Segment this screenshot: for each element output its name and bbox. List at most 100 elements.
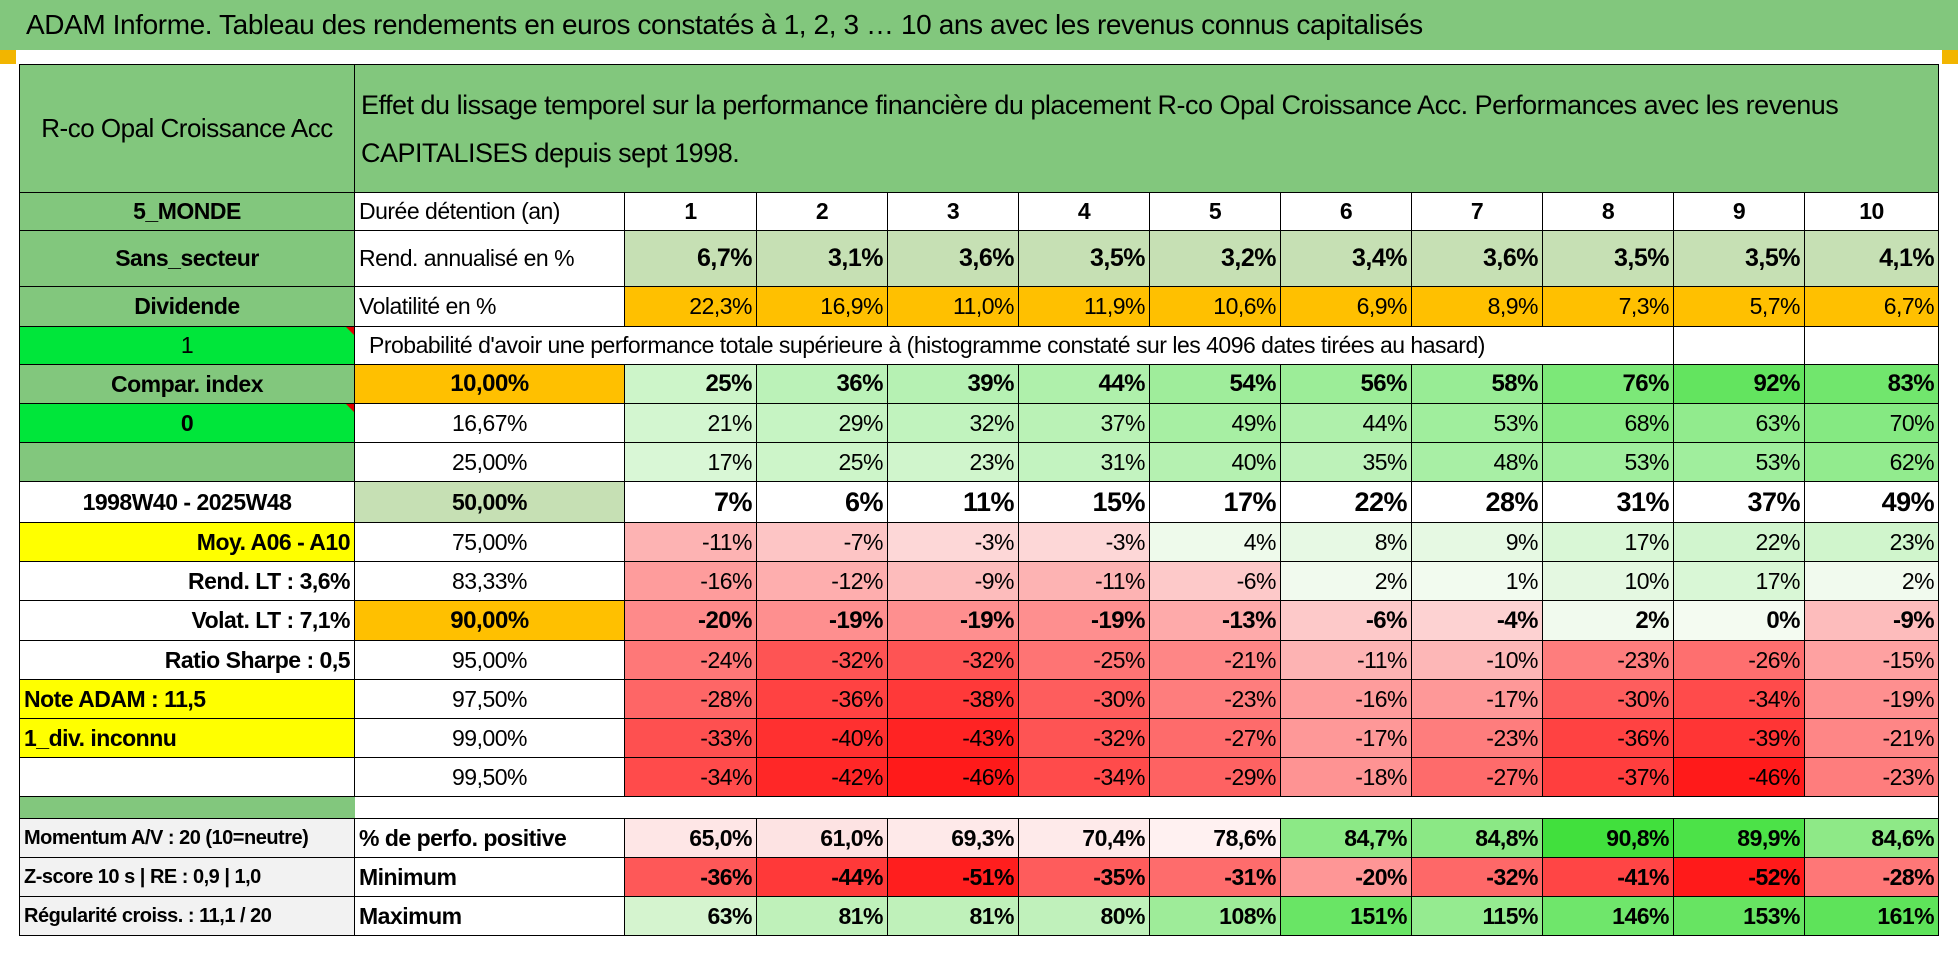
- dividend-label: Dividende: [19, 286, 355, 327]
- vol-cell: 6,7%: [1803, 286, 1940, 327]
- prob-cell: -11%: [624, 522, 757, 562]
- prob-cell: 37%: [1018, 403, 1150, 443]
- rend-cell: 4,1%: [1803, 230, 1940, 287]
- prob-row: 25,00% 17% 25% 23% 31% 40% 35% 48% 53% 53% 62%: [19, 442, 1940, 482]
- prob-cell: -24%: [624, 640, 757, 680]
- flag-zero-cell[interactable]: 0: [19, 403, 355, 443]
- corner-mark-left: [0, 50, 16, 64]
- prob-cell: -33%: [624, 718, 757, 758]
- prob-cell: 53%: [1411, 403, 1543, 443]
- prob-cell: 11%: [887, 481, 1019, 523]
- prob-cell: -36%: [1542, 718, 1674, 758]
- vol-cell: 11,0%: [887, 286, 1019, 327]
- stat-cell: -32%: [1411, 857, 1543, 897]
- year-header: 9: [1673, 192, 1805, 231]
- flag-one-cell[interactable]: 1: [19, 326, 355, 365]
- stat-cell: 80%: [1018, 896, 1150, 936]
- prob-cell: 6%: [756, 481, 888, 523]
- prob-row: Volat. LT : 7,1% 90,00% -20% -19% -19% -19% -1…: [19, 600, 1940, 641]
- prob-row: Compar. index 10,00% 25% 36% 39% 44% 54% 56% 58%…: [19, 364, 1940, 404]
- prob-cell: 0%: [1673, 600, 1805, 641]
- prob-cell: 35%: [1280, 442, 1412, 482]
- prob-cell: -9%: [887, 561, 1019, 601]
- prob-cell: -30%: [1018, 679, 1150, 719]
- prob-cell: -11%: [1280, 640, 1412, 680]
- prob-row: Rend. LT : 3,6% 83,33% -16% -12% -9% -11% -6% 2…: [19, 561, 1940, 601]
- stat-cell: -20%: [1280, 857, 1412, 897]
- note-adam-label: Note ADAM : 11,5: [19, 679, 355, 719]
- year-header: 1: [624, 192, 757, 231]
- stat-cell: 78,6%: [1149, 818, 1281, 858]
- stat-label: Maximum: [354, 896, 625, 936]
- rend-label: Rend. annualisé en %: [354, 230, 625, 287]
- prob-cell: 1%: [1411, 561, 1543, 601]
- stat-cell: 146%: [1542, 896, 1674, 936]
- prob-cell: 25%: [624, 364, 757, 404]
- prob-cell: 2%: [1542, 600, 1674, 641]
- empty-cell: [1673, 326, 1805, 365]
- year-header: 3: [887, 192, 1019, 231]
- rend-cell: 3,6%: [887, 230, 1019, 287]
- stat-cell: 89,9%: [1673, 818, 1805, 858]
- prob-cell: -34%: [1673, 679, 1805, 719]
- prob-row: Note ADAM : 11,5 97,50% -28% -36% -38% -30% -2…: [19, 679, 1940, 719]
- prob-cell: 7%: [624, 481, 757, 523]
- prob-cell: -39%: [1673, 718, 1805, 758]
- prob-cell: -23%: [1411, 718, 1543, 758]
- prob-cell: -30%: [1542, 679, 1674, 719]
- prob-cell: -15%: [1803, 640, 1940, 680]
- prob-cell: 68%: [1542, 403, 1674, 443]
- threshold-label: 75,00%: [354, 522, 625, 562]
- spacer-cell: [19, 796, 355, 819]
- prob-cell: -43%: [887, 718, 1019, 758]
- performance-table: R-co Opal Croissance Acc Effet du lissag…: [19, 64, 1940, 936]
- prob-cell: -21%: [1149, 640, 1281, 680]
- prob-cell: 28%: [1411, 481, 1543, 523]
- prob-cell: 8%: [1280, 522, 1412, 562]
- prob-cell: -25%: [1018, 640, 1150, 680]
- compar-index-label: Compar. index: [19, 364, 355, 404]
- prob-cell: 31%: [1018, 442, 1150, 482]
- stat-cell: 115%: [1411, 896, 1543, 936]
- prob-cell: -38%: [887, 679, 1019, 719]
- stat-cell: 81%: [887, 896, 1019, 936]
- threshold-label: 25,00%: [354, 442, 625, 482]
- threshold-label: 50,00%: [354, 481, 625, 523]
- year-header: 5: [1149, 192, 1281, 231]
- prob-cell: -27%: [1411, 757, 1543, 797]
- prob-cell: -37%: [1542, 757, 1674, 797]
- prob-cell: -21%: [1803, 718, 1940, 758]
- div-status-label: 1_div. inconnu: [19, 718, 355, 758]
- report-title: ADAM Informe. Tableau des rendements en …: [0, 0, 1958, 50]
- stat-cell: -52%: [1673, 857, 1805, 897]
- prob-cell: -3%: [1018, 522, 1150, 562]
- threshold-label: 99,00%: [354, 718, 625, 758]
- prob-cell: -23%: [1542, 640, 1674, 680]
- moy-label: Moy. A06 - A10: [19, 522, 355, 562]
- stat-cell: 63%: [624, 896, 757, 936]
- rend-cell: 3,4%: [1280, 230, 1412, 287]
- rend-cell: 3,1%: [756, 230, 888, 287]
- prob-cell: -6%: [1149, 561, 1281, 601]
- threshold-label: 90,00%: [354, 600, 625, 641]
- prob-cell: -32%: [1018, 718, 1150, 758]
- prob-cell: -19%: [887, 600, 1019, 641]
- prob-cell: 36%: [756, 364, 888, 404]
- prob-cell: 17%: [624, 442, 757, 482]
- vol-label: Volatilité en %: [354, 286, 625, 327]
- stat-cell: -51%: [887, 857, 1019, 897]
- spacer-cell: [354, 796, 1940, 819]
- prob-cell: -29%: [1149, 757, 1281, 797]
- sector-label: Sans_secteur: [19, 230, 355, 287]
- corner-mark-right: [1942, 50, 1958, 64]
- prob-cell: -40%: [756, 718, 888, 758]
- prob-cell: 2%: [1803, 561, 1940, 601]
- prob-cell: 21%: [624, 403, 757, 443]
- prob-row: 99,50% -34% -42% -46% -34% -29% -18% -27% -37% -4…: [19, 757, 1940, 797]
- prob-cell: 2%: [1280, 561, 1412, 601]
- threshold-label: 99,50%: [354, 757, 625, 797]
- prob-cell: -16%: [624, 561, 757, 601]
- year-header: 10: [1803, 192, 1940, 231]
- prob-cell: 53%: [1542, 442, 1674, 482]
- prob-cell: 23%: [887, 442, 1019, 482]
